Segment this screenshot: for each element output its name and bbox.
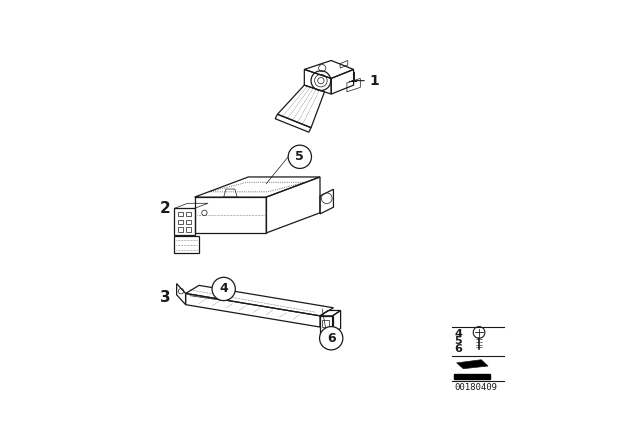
Polygon shape [454,374,490,379]
Text: 4: 4 [454,329,462,339]
Text: 1: 1 [369,73,379,88]
Text: 5: 5 [296,150,304,164]
Polygon shape [457,360,488,369]
Text: 4: 4 [220,282,228,296]
Circle shape [319,327,343,350]
Text: 5: 5 [454,336,462,346]
Text: 2: 2 [160,201,171,216]
Text: 3: 3 [160,290,171,306]
Text: 6: 6 [327,332,335,345]
Text: 6: 6 [454,344,462,354]
Circle shape [212,277,236,301]
Text: 00180409: 00180409 [454,383,497,392]
Circle shape [288,145,312,168]
